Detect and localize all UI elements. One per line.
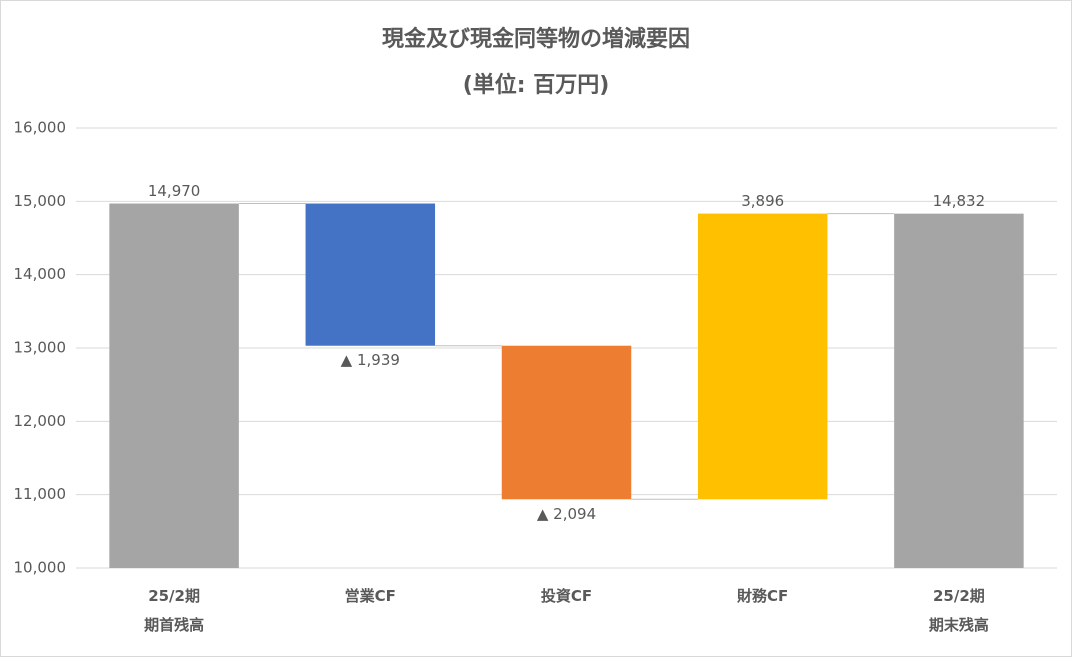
data-label: 3,896: [741, 192, 784, 210]
y-tick-label: 15,000: [14, 192, 67, 210]
bar: [305, 203, 436, 346]
y-tick-label: 10,000: [14, 559, 67, 577]
y-tick-label: 16,000: [14, 119, 67, 137]
x-tick-label: 投資CF: [540, 587, 593, 605]
y-tick-label: 13,000: [14, 339, 67, 357]
x-tick-label: 25/2期 期末残高: [928, 587, 989, 634]
data-label: ▲ 2,094: [537, 505, 596, 523]
y-tick-label: 12,000: [14, 412, 67, 430]
data-label: 14,970: [148, 182, 201, 200]
chart-title: 現金及び現金同等物の増減要因: [382, 26, 690, 52]
bar: [894, 213, 1024, 569]
x-tick-label: 25/2期 期首残高: [144, 587, 205, 634]
data-label: 14,832: [933, 192, 986, 210]
y-tick-label: 11,000: [14, 485, 67, 503]
data-label: ▲ 1,939: [341, 351, 400, 369]
y-tick-label: 14,000: [14, 265, 67, 283]
bar: [109, 203, 239, 569]
chart-subtitle: (単位: 百万円): [463, 72, 610, 98]
x-tick-label: 営業CF: [344, 587, 396, 605]
bar: [501, 345, 632, 500]
x-tick-label: 財務CF: [737, 587, 789, 605]
bar: [697, 213, 828, 500]
